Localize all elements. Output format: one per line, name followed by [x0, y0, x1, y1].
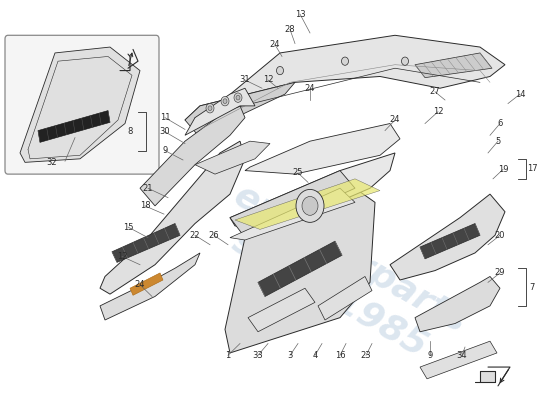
Text: 25: 25: [293, 168, 303, 178]
Text: 3: 3: [287, 351, 293, 360]
Polygon shape: [230, 170, 355, 238]
Text: 33: 33: [252, 351, 263, 360]
Polygon shape: [230, 153, 395, 230]
Text: 4: 4: [312, 351, 318, 360]
Text: 5: 5: [496, 137, 500, 146]
Polygon shape: [225, 188, 375, 353]
Text: 22: 22: [190, 231, 200, 240]
Polygon shape: [38, 110, 110, 142]
Polygon shape: [185, 88, 255, 135]
Polygon shape: [420, 341, 497, 379]
Polygon shape: [185, 82, 295, 135]
Text: 24: 24: [390, 116, 400, 124]
Text: 27: 27: [430, 87, 441, 96]
Polygon shape: [245, 124, 400, 174]
Circle shape: [223, 99, 227, 104]
Circle shape: [234, 93, 242, 102]
Text: 23: 23: [361, 351, 371, 360]
Text: 29: 29: [495, 268, 505, 278]
Text: 18: 18: [140, 201, 150, 210]
Polygon shape: [230, 188, 355, 240]
Text: 8: 8: [127, 127, 133, 136]
Polygon shape: [130, 273, 163, 295]
Text: 1: 1: [226, 351, 230, 360]
Text: 12: 12: [117, 252, 127, 261]
Text: 12: 12: [433, 107, 443, 116]
Polygon shape: [248, 288, 315, 332]
Text: 9: 9: [162, 146, 168, 155]
Polygon shape: [318, 276, 372, 320]
FancyBboxPatch shape: [5, 35, 159, 174]
Polygon shape: [100, 253, 200, 320]
Polygon shape: [140, 106, 245, 206]
Text: 15: 15: [123, 222, 133, 232]
Circle shape: [296, 190, 324, 222]
Text: 12: 12: [263, 76, 273, 84]
Text: 21: 21: [143, 184, 153, 193]
Polygon shape: [415, 276, 500, 332]
Polygon shape: [475, 370, 495, 382]
Text: 31: 31: [240, 76, 250, 84]
Text: 11: 11: [160, 113, 170, 122]
Text: 16: 16: [335, 351, 345, 360]
Text: 20: 20: [495, 231, 505, 240]
Text: eurocarparts
since 1985: eurocarparts since 1985: [207, 179, 472, 374]
Text: 9: 9: [427, 351, 433, 360]
Circle shape: [302, 196, 318, 215]
Text: 24: 24: [305, 84, 315, 93]
Polygon shape: [258, 241, 342, 296]
Text: 34: 34: [456, 351, 468, 360]
Text: 14: 14: [515, 90, 525, 99]
Text: 24: 24: [135, 280, 145, 289]
Text: 30: 30: [160, 127, 170, 136]
Text: 19: 19: [498, 165, 508, 174]
Circle shape: [342, 57, 349, 65]
Text: 26: 26: [208, 231, 219, 240]
Text: 28: 28: [285, 25, 295, 34]
Polygon shape: [235, 179, 380, 230]
Text: 24: 24: [270, 40, 280, 49]
Circle shape: [208, 106, 212, 110]
Text: 7: 7: [529, 282, 535, 292]
Circle shape: [402, 57, 409, 65]
Polygon shape: [420, 224, 480, 259]
Polygon shape: [185, 35, 505, 124]
Text: 6: 6: [497, 119, 503, 128]
Text: 17: 17: [527, 164, 537, 173]
Polygon shape: [195, 141, 270, 174]
Polygon shape: [100, 141, 245, 294]
Polygon shape: [390, 194, 505, 280]
Circle shape: [236, 95, 240, 100]
Circle shape: [221, 96, 229, 106]
Text: 13: 13: [295, 10, 305, 19]
Polygon shape: [112, 224, 180, 262]
Polygon shape: [415, 53, 492, 78]
Text: 32: 32: [47, 158, 57, 167]
Circle shape: [277, 66, 283, 75]
Circle shape: [206, 104, 214, 113]
Polygon shape: [20, 47, 140, 162]
